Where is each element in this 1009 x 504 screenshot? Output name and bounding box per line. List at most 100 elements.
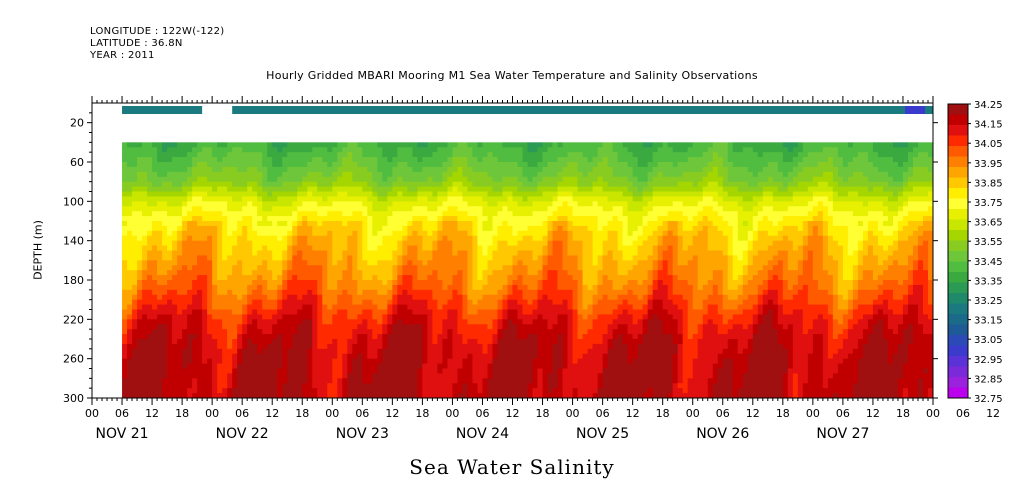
salinity-cell <box>482 319 488 325</box>
salinity-cell <box>182 363 188 369</box>
salinity-cell <box>182 186 188 192</box>
salinity-cell <box>207 230 213 237</box>
salinity-cell <box>382 309 388 315</box>
salinity-cell <box>147 152 153 158</box>
salinity-cell <box>357 245 363 251</box>
salinity-cell <box>172 378 178 384</box>
salinity-cell <box>262 225 268 232</box>
salinity-cell <box>182 230 188 237</box>
salinity-cell <box>152 284 158 291</box>
salinity-cell <box>532 142 538 148</box>
salinity-cell <box>387 393 393 399</box>
salinity-cell <box>332 230 338 237</box>
salinity-cell <box>232 304 238 310</box>
salinity-cell <box>162 211 168 217</box>
salinity-cell <box>472 368 478 374</box>
salinity-cell <box>352 289 358 296</box>
salinity-cell <box>322 329 328 335</box>
salinity-cell <box>322 176 328 183</box>
salinity-cell <box>472 358 478 364</box>
salinity-cell <box>392 294 398 301</box>
salinity-cell <box>147 309 153 315</box>
salinity-cell <box>177 171 183 178</box>
salinity-cell <box>527 186 533 192</box>
salinity-cell <box>582 176 588 183</box>
salinity-cell <box>417 171 423 178</box>
salinity-cell <box>547 314 553 320</box>
salinity-cell <box>252 358 258 364</box>
salinity-cell <box>452 240 458 246</box>
salinity-cell <box>502 324 508 330</box>
salinity-cell <box>142 176 148 183</box>
salinity-cell <box>147 368 153 374</box>
salinity-cell <box>532 378 538 384</box>
salinity-cell <box>267 240 273 246</box>
salinity-cell <box>382 265 388 271</box>
salinity-cell <box>577 284 583 291</box>
salinity-cell <box>262 393 268 399</box>
salinity-cell <box>172 157 178 163</box>
salinity-cell <box>592 142 599 148</box>
salinity-cell <box>467 284 473 291</box>
salinity-cell <box>277 294 283 301</box>
salinity-cell <box>502 329 508 335</box>
salinity-cell <box>207 255 213 261</box>
salinity-cell <box>562 294 568 301</box>
salinity-cell <box>577 393 583 399</box>
salinity-cell <box>297 230 303 237</box>
salinity-cell <box>252 181 258 187</box>
salinity-cell <box>257 309 263 315</box>
salinity-cell <box>452 171 458 178</box>
salinity-cell <box>462 314 468 320</box>
salinity-cell <box>157 142 163 148</box>
salinity-cell <box>342 221 348 227</box>
salinity-cell <box>397 157 403 163</box>
year-label: YEAR : 2011 <box>90 50 155 61</box>
salinity-cell <box>477 166 483 173</box>
salinity-cell <box>447 324 453 330</box>
salinity-cell <box>487 275 493 281</box>
salinity-cell <box>577 334 583 340</box>
salinity-cell <box>282 221 288 227</box>
salinity-cell <box>192 319 198 325</box>
salinity-cell <box>257 142 263 148</box>
salinity-cell <box>197 157 203 163</box>
salinity-cell <box>332 343 338 350</box>
salinity-cell <box>522 275 528 281</box>
salinity-cell <box>447 339 453 345</box>
salinity-cell <box>237 329 243 335</box>
salinity-cell <box>132 304 138 310</box>
salinity-cell <box>317 270 323 276</box>
salinity-cell <box>297 373 303 379</box>
salinity-cell <box>197 348 203 355</box>
salinity-cell <box>247 230 253 237</box>
salinity-cell <box>237 221 243 227</box>
salinity-cell <box>137 299 143 305</box>
salinity-cell <box>522 280 528 286</box>
salinity-cell <box>457 235 463 242</box>
salinity-cell <box>547 393 553 399</box>
salinity-cell <box>472 343 478 350</box>
salinity-cell <box>267 280 273 286</box>
salinity-cell <box>377 324 383 330</box>
salinity-cell <box>512 324 518 330</box>
salinity-cell <box>187 319 193 325</box>
salinity-cell <box>572 348 578 355</box>
salinity-cell <box>312 353 318 360</box>
salinity-cell <box>402 309 408 315</box>
salinity-cell <box>367 171 373 178</box>
salinity-cell <box>352 324 358 330</box>
salinity-cell <box>392 221 398 227</box>
salinity-cell <box>207 339 213 345</box>
salinity-cell <box>202 166 208 173</box>
salinity-cell <box>192 324 198 330</box>
salinity-cell <box>532 280 538 286</box>
salinity-cell <box>237 147 243 153</box>
salinity-cell <box>512 230 518 237</box>
salinity-cell <box>267 166 273 173</box>
salinity-cell <box>412 383 418 389</box>
salinity-cell <box>537 201 543 207</box>
salinity-cell <box>457 339 463 345</box>
salinity-cell <box>427 309 433 315</box>
salinity-cell <box>562 280 568 286</box>
